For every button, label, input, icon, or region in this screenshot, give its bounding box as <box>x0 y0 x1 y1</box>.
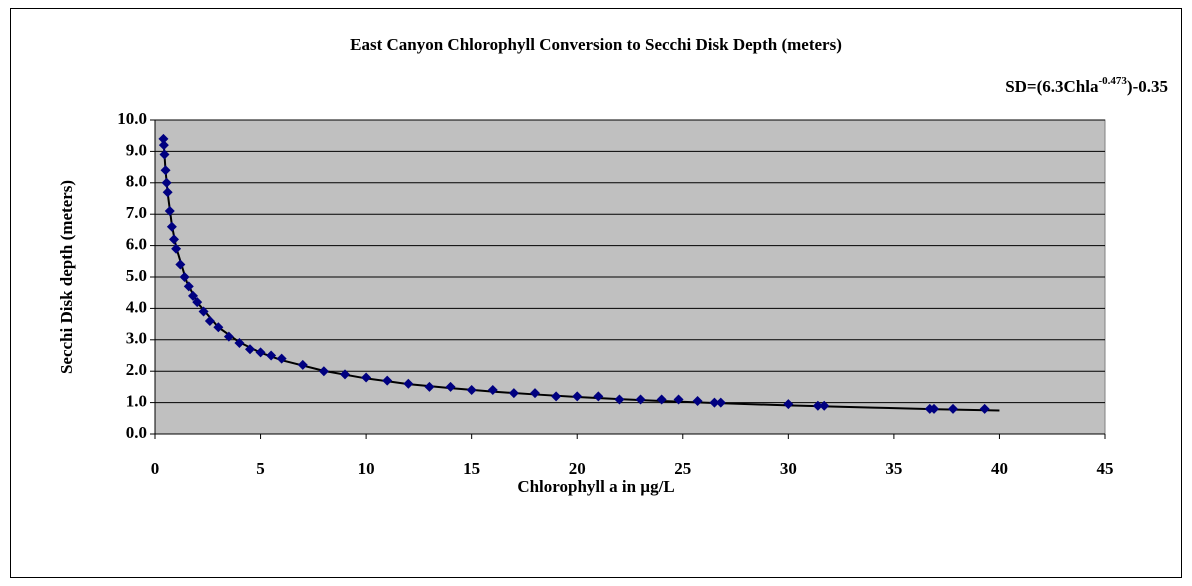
y-tick-label: 1.0 <box>126 392 147 411</box>
data-point <box>175 259 186 270</box>
x-tick-label: 10 <box>358 459 375 478</box>
data-point <box>223 331 234 342</box>
data-point <box>572 391 583 402</box>
data-point <box>593 391 604 402</box>
y-tick-label: 9.0 <box>126 140 147 159</box>
x-axis-label: Chlorophyll a in µg/L <box>517 477 674 496</box>
data-point <box>245 344 255 355</box>
data-point <box>161 177 172 188</box>
data-point <box>466 385 477 396</box>
x-tick-label: 15 <box>463 459 480 478</box>
data-point <box>715 397 726 408</box>
data-point <box>188 290 198 301</box>
data-point <box>162 187 173 198</box>
data-point <box>424 381 435 392</box>
data-point <box>204 315 215 326</box>
data-point <box>403 378 414 389</box>
y-tick-label: 2.0 <box>126 360 147 379</box>
annotation-exponent: -0.473 <box>1099 75 1128 87</box>
data-point <box>164 206 175 217</box>
data-point <box>213 322 224 333</box>
data-point <box>171 243 182 254</box>
y-tick-label: 4.0 <box>126 297 147 316</box>
data-point <box>614 394 625 405</box>
data-point <box>487 385 498 396</box>
data-point <box>234 337 245 348</box>
data-point <box>979 403 990 414</box>
y-axis-label: Secchi Disk depth (meters) <box>57 180 76 374</box>
data-point <box>783 399 794 410</box>
data-point <box>276 353 287 364</box>
y-tick-label: 6.0 <box>126 235 147 254</box>
data-point <box>819 400 830 411</box>
x-tick-label: 20 <box>569 459 586 478</box>
data-point <box>192 297 203 308</box>
data-point <box>673 394 684 405</box>
data-point <box>445 381 456 392</box>
data-point <box>318 366 329 377</box>
x-tick-label: 40 <box>991 459 1008 478</box>
data-point <box>709 397 720 408</box>
y-tick-label: 8.0 <box>126 172 147 191</box>
data-point <box>255 347 266 358</box>
data-point <box>169 234 179 245</box>
x-tick-label: 30 <box>780 459 797 478</box>
data-point <box>179 272 190 282</box>
data-point <box>158 133 169 144</box>
x-tick-label: 35 <box>885 459 902 478</box>
y-tick-label: 7.0 <box>126 203 147 222</box>
data-point <box>948 403 958 414</box>
data-point <box>198 306 209 317</box>
x-tick-label: 0 <box>151 459 160 478</box>
data-point <box>656 394 667 405</box>
annotation-part: SD=(6.3Chla <box>1005 77 1099 96</box>
data-point <box>929 403 939 414</box>
data-point <box>158 140 169 151</box>
data-point <box>297 359 308 370</box>
annotation-part: )-0.35 <box>1127 77 1168 96</box>
data-point <box>812 400 823 411</box>
chart-title: East Canyon Chlorophyll Conversion to Se… <box>350 35 842 54</box>
data-point <box>160 165 171 176</box>
data-point <box>361 372 372 383</box>
data-point <box>166 221 177 232</box>
y-tick-label: 10.0 <box>117 109 147 128</box>
y-tick-label: 5.0 <box>126 266 147 285</box>
x-tick-label: 5 <box>256 459 265 478</box>
x-tick-label: 25 <box>674 459 691 478</box>
data-point <box>551 391 562 402</box>
data-point <box>382 375 393 386</box>
data-point <box>635 394 646 405</box>
data-point <box>692 396 703 407</box>
data-point <box>183 281 194 292</box>
data-point <box>159 149 170 160</box>
y-tick-label: 0.0 <box>126 423 147 442</box>
data-point <box>508 388 519 399</box>
data-point <box>530 388 540 399</box>
x-tick-label: 45 <box>1097 459 1114 478</box>
data-point <box>266 350 277 361</box>
y-tick-label: 3.0 <box>126 329 147 348</box>
equation-annotation: SD=(6.3Chla-0.473)-0.35 <box>1005 75 1168 96</box>
data-point <box>340 369 350 380</box>
